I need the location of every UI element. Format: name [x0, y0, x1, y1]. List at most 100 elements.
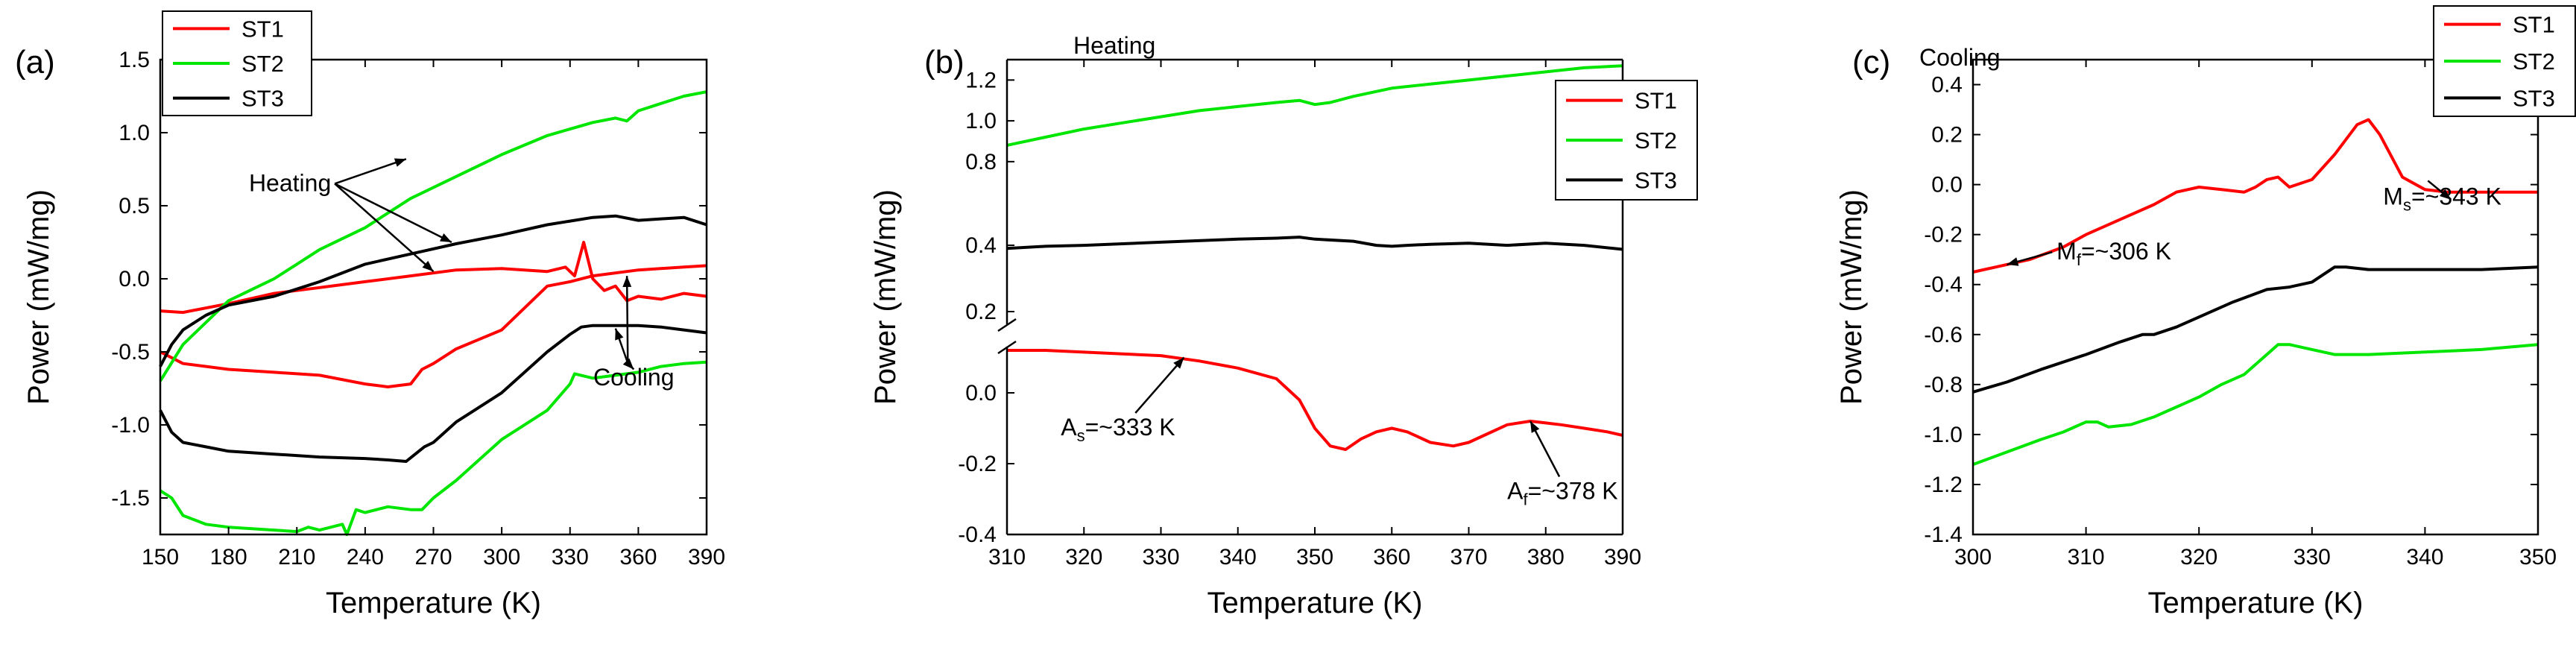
annotation-arrow — [334, 183, 435, 273]
annotation-arrow — [334, 183, 452, 244]
y-tick-label: -0.2 — [1924, 223, 1963, 247]
x-tick-label: 330 — [2294, 545, 2331, 570]
y-tick-label: -0.5 — [111, 340, 150, 365]
annotation-s-temp: As=~333 K — [1061, 414, 1175, 445]
y-axis-label: Power (mW/mg) — [1835, 189, 1868, 405]
x-tick-label: 380 — [1527, 545, 1565, 570]
annotation-s-temp: Ms=~343 K — [2383, 183, 2501, 214]
x-tick-label: 330 — [1142, 545, 1179, 570]
arrow-head — [2007, 257, 2019, 266]
y-tick-label: -1.0 — [111, 413, 150, 438]
y-axis-label: Power (mW/mg) — [22, 189, 55, 405]
arrow-head — [2440, 189, 2452, 200]
x-tick-label: 300 — [483, 545, 520, 570]
y-tick-label: 1.5 — [119, 48, 150, 72]
legend-label-st1: ST1 — [2513, 12, 2555, 38]
y-tick-label: -1.2 — [1924, 473, 1963, 497]
series-st2-heating — [159, 90, 707, 382]
y-tick-label: 0.0 — [119, 267, 150, 291]
y-tick-label: 1.0 — [965, 109, 997, 133]
series-st1 — [1007, 349, 1623, 451]
y-tick-label: -0.4 — [958, 523, 997, 547]
panel-title: Cooling — [1919, 44, 2001, 71]
x-axis-label: Temperature (K) — [326, 587, 541, 619]
axis-break-mark — [997, 340, 1017, 355]
y-tick-label: 0.4 — [1931, 73, 1963, 98]
annotation-f-temp: Af=~378 K — [1507, 478, 1617, 509]
y-tick-label: -1.5 — [111, 486, 150, 511]
arrow-head — [622, 276, 632, 287]
series-st3-cooling — [159, 324, 707, 463]
x-tick-label: 350 — [1296, 545, 1333, 570]
y-tick-label: 0.0 — [1931, 173, 1963, 198]
x-tick-label: 370 — [1450, 545, 1487, 570]
annotation-cooling: Cooling — [593, 364, 675, 391]
x-tick-label: 350 — [2519, 545, 2557, 570]
y-tick-label: 0.2 — [965, 300, 997, 324]
series-st3 — [1972, 265, 2539, 394]
x-tick-label: 390 — [1604, 545, 1641, 570]
x-tick-label: 340 — [2406, 545, 2443, 570]
legend-label-st2: ST2 — [2513, 48, 2555, 75]
x-tick-label: 390 — [688, 545, 725, 570]
legend-label-st2: ST2 — [1635, 127, 1677, 154]
series-st3-heating — [159, 214, 707, 367]
series-st1-cooling — [160, 264, 707, 388]
axis-break-mark — [997, 318, 1017, 332]
x-tick-label: 330 — [552, 545, 589, 570]
panel-label: (a) — [15, 44, 55, 81]
arrow-head — [615, 328, 624, 341]
y-tick-label: 0.0 — [965, 381, 997, 406]
arrow-head — [394, 158, 406, 167]
x-tick-label: 300 — [1954, 545, 1992, 570]
series-st2-cooling — [159, 360, 707, 536]
panel-c: 300 310 320 330 340 350 -1.4 -1.2 -1.0 -0.8 -0.6 -0… — [1835, 5, 2576, 619]
x-axis-label: Temperature (K) — [2148, 587, 2364, 619]
annotation-heating: Heating — [249, 169, 331, 196]
arrow-head — [622, 358, 634, 370]
x-tick-label: 360 — [1373, 545, 1410, 570]
y-tick-label: -0.2 — [958, 452, 997, 476]
x-tick-label: 320 — [2180, 545, 2217, 570]
arrow-head — [1530, 421, 1540, 433]
panel-b: 310 320 330 340 350 360 370 380 390 -0.4 -0.2 0.0 0.… — [869, 32, 1698, 619]
panel-title: Heating — [1073, 32, 1155, 59]
legend-label-st1: ST1 — [1635, 88, 1677, 114]
series-st2 — [1006, 64, 1623, 147]
panel-label: (c) — [1852, 44, 1890, 81]
x-axis-label: Temperature (K) — [1208, 587, 1423, 619]
x-tick-label: 320 — [1065, 545, 1102, 570]
y-tick-label: -0.6 — [1924, 323, 1963, 347]
arrow-head — [422, 260, 434, 272]
panel-a: 150 180 210 240 270 300 330 360 390 -1.5 -1.0 -0.5 0… — [15, 10, 725, 619]
y-tick-label: 0.4 — [965, 233, 997, 258]
x-tick-label: 240 — [347, 545, 384, 570]
y-tick-label: -1.4 — [1924, 523, 1963, 547]
x-tick-label: 150 — [142, 545, 179, 570]
x-tick-label: 310 — [2068, 545, 2105, 570]
y-tick-label: -1.0 — [1924, 423, 1963, 447]
y-tick-label: 0.5 — [119, 194, 150, 218]
legend-label-st1: ST1 — [242, 16, 284, 42]
x-tick-label: 180 — [210, 545, 247, 570]
x-tick-label: 310 — [988, 545, 1026, 570]
legend-label-st3: ST3 — [2513, 85, 2555, 111]
series-st2 — [1972, 343, 2539, 466]
annotation-arrow — [334, 158, 407, 185]
x-tick-label: 340 — [1219, 545, 1257, 570]
y-tick-label: -0.4 — [1924, 273, 1963, 297]
x-tick-label: 360 — [619, 545, 657, 570]
arrow-head — [1173, 357, 1184, 369]
panel-label: (b) — [924, 44, 965, 81]
y-tick-label: 1.0 — [119, 121, 150, 145]
annotation-arrow — [625, 276, 629, 364]
series-st3 — [1006, 236, 1623, 251]
x-tick-label: 210 — [278, 545, 315, 570]
y-axis-label: Power (mW/mg) — [869, 189, 902, 405]
y-tick-label: -0.8 — [1924, 373, 1963, 397]
arrow-head — [439, 233, 452, 242]
annotation-arrow — [1134, 356, 1185, 414]
y-tick-label: 0.2 — [1931, 123, 1963, 148]
annotation-f-temp: Mf=~306 K — [2056, 238, 2171, 269]
x-tick-label: 270 — [414, 545, 452, 570]
